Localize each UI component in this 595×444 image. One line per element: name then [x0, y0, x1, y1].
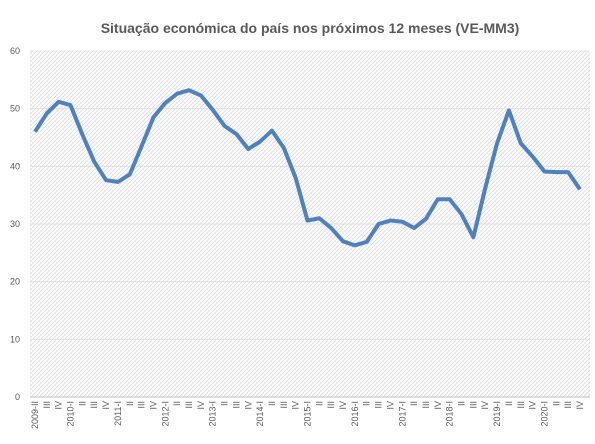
x-tick-label: IV — [480, 401, 490, 410]
line-series — [33, 88, 582, 248]
x-tick-label: IV — [243, 401, 253, 410]
x-tick-label: III — [374, 401, 384, 409]
y-tick-label: 30 — [10, 219, 20, 229]
x-tick-label: IV — [101, 401, 111, 410]
x-tick-label: 2016-I — [350, 401, 360, 427]
x-tick-label: II — [362, 401, 372, 406]
x-tick-label: IV — [338, 401, 348, 410]
x-tick-label: II — [125, 401, 135, 406]
x-tick-label: IV — [385, 401, 395, 410]
y-tick-label: 60 — [10, 46, 20, 56]
x-tick-label: IV — [148, 401, 158, 410]
chart-title: Situação económica do país nos próximos … — [101, 20, 520, 36]
x-tick-label: IV — [528, 401, 538, 410]
x-tick-label: 2014-I — [255, 401, 265, 427]
x-tick-label: III — [326, 401, 336, 409]
x-tick-label: II — [77, 401, 87, 406]
x-tick-label: III — [137, 401, 147, 409]
x-tick-label: 2015-I — [303, 401, 313, 427]
x-tick-label: III — [42, 401, 52, 409]
x-tick-label: III — [89, 401, 99, 409]
y-tick-label: 0 — [15, 392, 20, 402]
x-tick-label: IV — [54, 401, 64, 410]
x-tick-label: 2011-I — [113, 401, 123, 426]
x-tick-label: 2017-I — [397, 401, 407, 427]
y-tick-label: 10 — [10, 334, 20, 344]
x-tick-label: 2012-I — [160, 401, 170, 427]
x-tick-label: 2020-I — [539, 401, 549, 427]
y-tick-label: 40 — [10, 161, 20, 171]
x-tick-label: 2018-I — [445, 401, 455, 427]
x-tick-label: 2013-I — [208, 401, 218, 427]
x-tick-label: II — [551, 401, 561, 406]
x-tick-label: II — [220, 401, 230, 406]
x-tick-label: III — [231, 401, 241, 409]
x-tick-label: III — [184, 401, 194, 409]
x-tick-label: III — [516, 401, 526, 409]
x-tick-label: III — [421, 401, 431, 409]
x-tick-label: III — [468, 401, 478, 409]
x-tick-label: III — [563, 401, 573, 409]
x-tick-label: II — [172, 401, 182, 406]
x-tick-label: IV — [433, 401, 443, 410]
x-tick-label: III — [279, 401, 289, 409]
x-tick-label: II — [267, 401, 277, 406]
x-tick-label: 2019-I — [492, 401, 502, 427]
x-tick-label: II — [409, 401, 419, 406]
x-tick-label: II — [504, 401, 514, 406]
x-tick-label: 2009-II — [30, 401, 40, 429]
x-tick-label: II — [457, 401, 467, 406]
y-tick-label: 20 — [10, 277, 20, 287]
x-tick-label: IV — [196, 401, 206, 410]
x-tick-label: IV — [575, 401, 585, 410]
x-tick-label: 2010-I — [66, 401, 76, 427]
x-tick-label: II — [314, 401, 324, 406]
x-tick-label: IV — [291, 401, 301, 410]
y-tick-label: 50 — [10, 104, 20, 114]
